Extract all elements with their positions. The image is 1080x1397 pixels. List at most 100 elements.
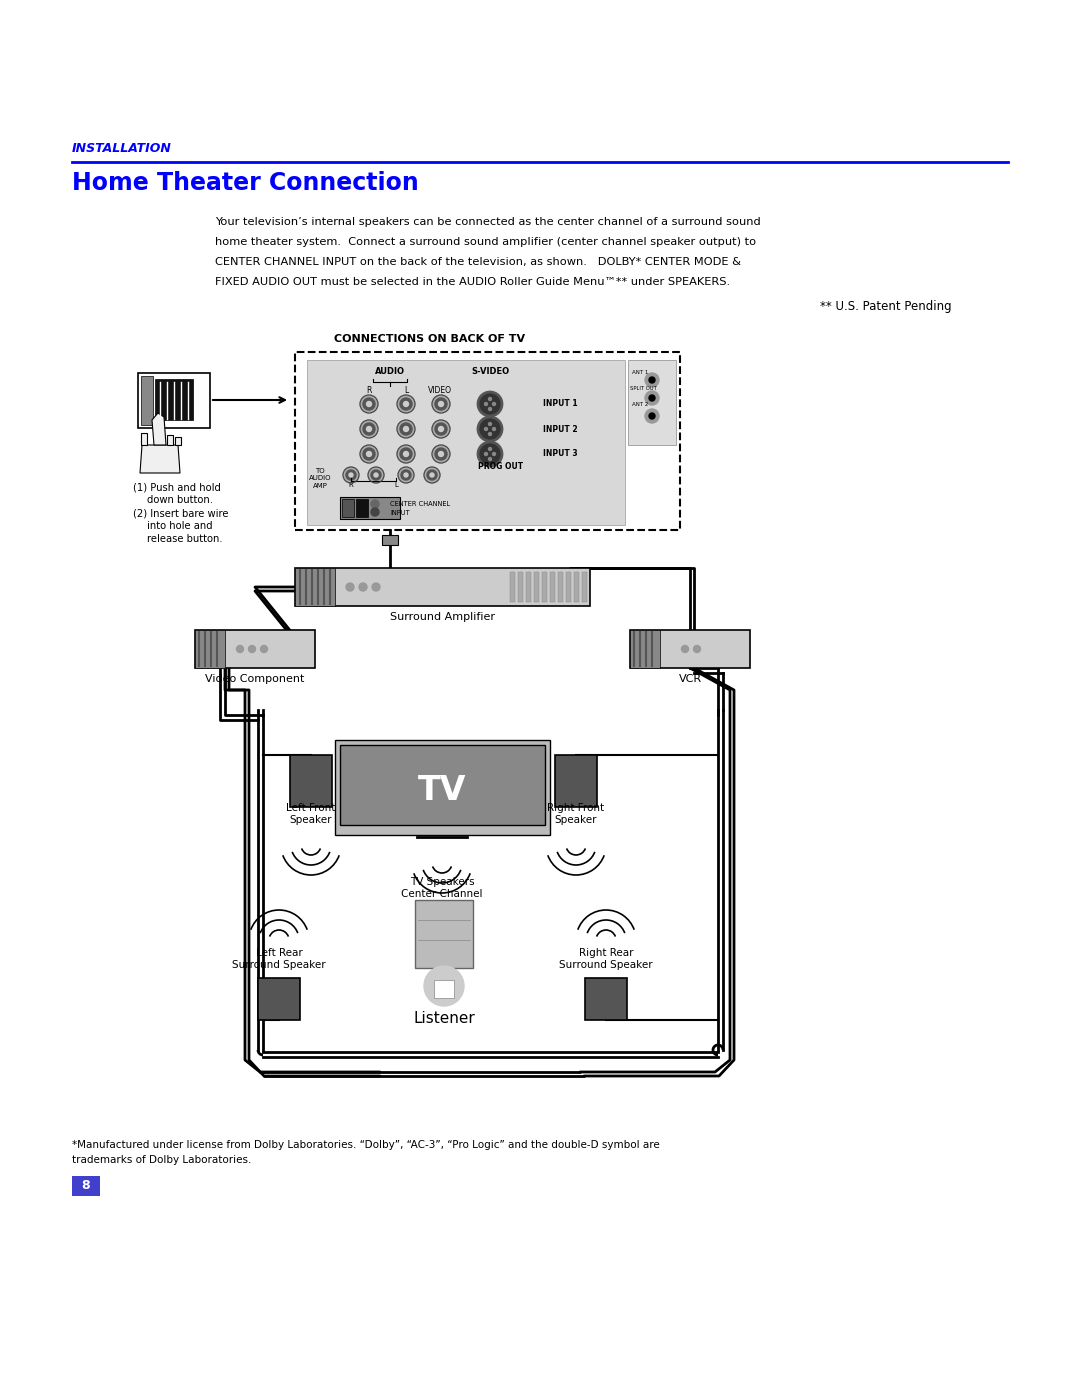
Circle shape [485,427,487,430]
Bar [295,569,335,606]
Bar [550,571,555,602]
Circle shape [397,420,415,439]
Bar [518,571,523,602]
Circle shape [478,393,502,416]
Text: Right Rear
Surround Speaker: Right Rear Surround Speaker [559,947,652,970]
Circle shape [346,469,356,481]
Circle shape [435,448,447,460]
Polygon shape [140,446,180,474]
Circle shape [478,441,502,467]
Text: CENTER CHANNEL INPUT on the back of the television, as shown.   DOLBY* CENTER MO: CENTER CHANNEL INPUT on the back of the … [215,257,741,267]
Bar [630,630,750,668]
Text: VIDEO: VIDEO [428,386,453,395]
Text: PROG OUT: PROG OUT [478,462,523,471]
Circle shape [424,467,440,483]
Circle shape [693,645,701,652]
Circle shape [397,446,415,462]
Circle shape [432,395,450,414]
Circle shape [492,402,496,405]
Circle shape [372,583,380,591]
Bar [434,981,454,997]
Circle shape [438,401,444,407]
Bar [335,740,550,835]
Text: R: R [366,386,372,395]
Circle shape [438,451,444,457]
Circle shape [397,395,415,414]
Circle shape [360,420,378,439]
Circle shape [404,451,408,457]
Text: L: L [394,482,397,488]
Circle shape [366,426,372,432]
Circle shape [346,583,354,591]
Circle shape [400,448,411,460]
Bar [258,978,300,1020]
Bar [566,571,571,602]
Text: INPUT 3: INPUT 3 [543,450,578,458]
Text: Right Front
Speaker: Right Front Speaker [548,803,605,826]
Text: Video Component: Video Component [205,673,305,685]
Circle shape [404,401,408,407]
Circle shape [372,500,379,509]
Bar [582,571,588,602]
Circle shape [492,427,496,430]
Circle shape [424,965,464,1006]
Text: INPUT 2: INPUT 2 [543,425,578,433]
Bar [195,630,315,668]
Bar [340,497,400,520]
Text: Listener: Listener [414,1011,475,1025]
Circle shape [400,423,411,434]
Circle shape [488,433,491,436]
Text: CENTER CHANNEL: CENTER CHANNEL [390,502,450,507]
Text: into hole and: into hole and [147,521,213,531]
Text: CONNECTIONS ON BACK OF TV: CONNECTIONS ON BACK OF TV [335,334,526,344]
Bar [510,571,515,602]
Text: TO
AUDIO
AMP: TO AUDIO AMP [309,468,332,489]
Text: INSTALLATION: INSTALLATION [72,142,172,155]
Circle shape [260,645,268,652]
Text: Surround Amplifier: Surround Amplifier [390,612,495,622]
Bar [342,499,354,517]
Text: ANT 1: ANT 1 [632,370,648,374]
Bar [138,373,210,427]
Bar [542,571,546,602]
Circle shape [366,451,372,457]
Circle shape [435,398,447,409]
Circle shape [404,426,408,432]
Bar [526,571,531,602]
Text: INPUT 1: INPUT 1 [543,400,578,408]
Text: Your television’s internal speakers can be connected as the center channel of a : Your television’s internal speakers can … [215,217,760,226]
Polygon shape [152,414,166,446]
Circle shape [372,469,381,481]
Circle shape [645,409,659,423]
Circle shape [649,395,654,401]
Text: Left Front
Speaker: Left Front Speaker [286,803,336,826]
Bar [295,569,590,606]
Polygon shape [175,437,181,446]
Circle shape [363,423,375,434]
Text: ANT 2: ANT 2 [632,402,648,407]
Text: *Manufactured under license from Dolby Laboratories. “Dolby”, “AC-3”, “Pro Logic: *Manufactured under license from Dolby L… [72,1140,660,1150]
Text: AUDIO: AUDIO [375,367,405,376]
Bar [558,571,563,602]
Circle shape [343,467,359,483]
Bar [307,360,625,525]
Circle shape [399,467,414,483]
Text: (1) Push and hold: (1) Push and hold [133,482,221,492]
Circle shape [432,446,450,462]
Circle shape [645,373,659,387]
Text: L: L [404,386,408,395]
Circle shape [430,474,434,476]
Circle shape [401,469,411,481]
Text: 8: 8 [82,1179,91,1192]
Circle shape [366,401,372,407]
Bar [141,376,153,425]
Circle shape [488,398,491,401]
Text: R: R [349,482,353,488]
Bar [555,754,597,807]
Circle shape [435,423,447,434]
Circle shape [400,398,411,409]
Circle shape [363,398,375,409]
Circle shape [248,645,256,652]
Circle shape [368,467,384,483]
Circle shape [359,583,367,591]
